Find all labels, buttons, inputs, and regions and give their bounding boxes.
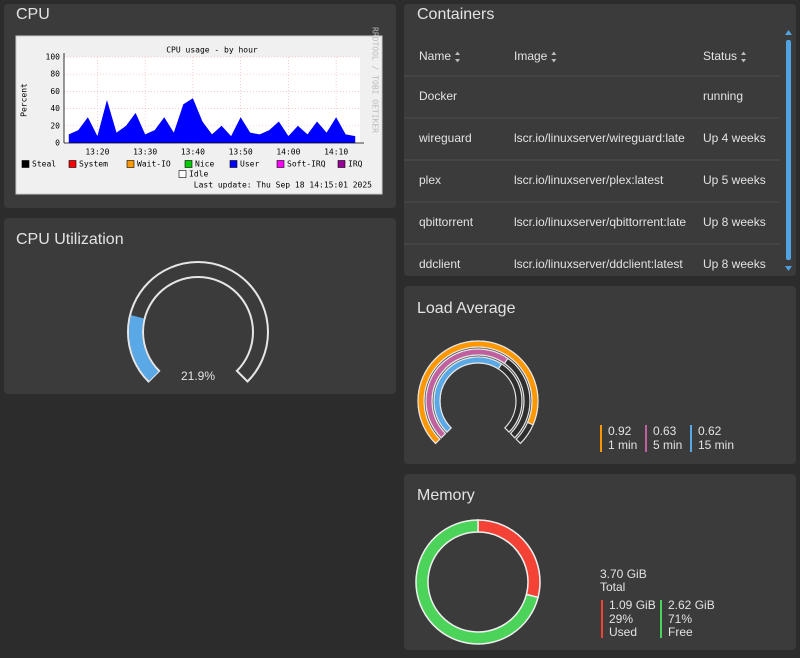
legend-swatch: [184, 160, 193, 168]
memory-card: [404, 474, 796, 650]
legend-swatch: [276, 160, 285, 168]
table-cell: ddclient: [419, 257, 461, 271]
legend-swatch: [126, 160, 135, 168]
y-tick-label: 60: [50, 87, 60, 96]
sort-icon[interactable]: [741, 51, 747, 63]
gauge-value: [129, 315, 159, 381]
legend-swatch: [68, 160, 77, 168]
memory-label: Free: [668, 625, 693, 639]
donut-segment: [415, 519, 539, 645]
load-label: 1 min: [608, 438, 637, 452]
legend-swatch: [178, 170, 187, 178]
card-title: CPU Utilization: [16, 231, 124, 248]
table-cell: lscr.io/linuxserver/wireguard:late: [514, 131, 685, 145]
load-label: 15 min: [698, 438, 734, 452]
legend-bar: [601, 600, 603, 638]
table-cell: lscr.io/linuxserver/plex:latest: [514, 173, 664, 187]
side-label: RRDTOOL / TOBI OETIKER: [371, 27, 380, 133]
memory-amount: 2.62 GiB: [668, 598, 715, 612]
x-tick-label: 14:00: [276, 148, 300, 157]
column-header[interactable]: Name: [419, 49, 451, 63]
table-cell: plex: [419, 173, 441, 187]
memory-percent: 29%: [609, 612, 633, 626]
x-tick-label: 14:10: [324, 148, 348, 157]
y-tick-label: 80: [50, 70, 60, 79]
card-title: Load Average: [417, 300, 516, 317]
legend-bar: [660, 600, 662, 638]
legend-label: Idle: [189, 170, 208, 179]
gauge-label: 21.9%: [181, 369, 215, 383]
sort-icon[interactable]: [455, 51, 461, 63]
chart-title: CPU usage - by hour: [166, 46, 258, 55]
memory-percent: 71%: [668, 612, 692, 626]
column-header[interactable]: Image: [514, 49, 548, 63]
card-title: Containers: [417, 6, 494, 23]
legend-bar: [600, 425, 602, 452]
containers-card: [404, 4, 796, 276]
table-cell: lscr.io/linuxserver/qbittorrent:late: [514, 215, 686, 229]
load-value: 0.62: [698, 424, 722, 438]
legend-swatch: [337, 160, 346, 168]
legend-bar: [690, 425, 692, 452]
y-tick-label: 20: [50, 121, 60, 130]
area: [68, 98, 356, 143]
x-tick-label: 13:40: [181, 148, 205, 157]
table-cell: Docker: [419, 89, 457, 103]
sort-icon[interactable]: [551, 51, 557, 63]
table-cell: qbittorrent: [419, 215, 474, 229]
ring-value: [425, 348, 509, 439]
card-title: CPU: [16, 6, 50, 23]
load-value: 0.63: [653, 424, 677, 438]
table-cell: Up 8 weeks: [703, 215, 766, 229]
load-value: 0.92: [608, 424, 632, 438]
table-cell: Up 4 weeks: [703, 131, 766, 145]
load-average-card: [404, 286, 796, 464]
x-tick-label: 13:20: [85, 148, 109, 157]
y-tick-label: 40: [50, 104, 60, 113]
x-tick-label: 13:50: [229, 148, 253, 157]
memory-total-label: Total: [600, 580, 625, 594]
scrollbar[interactable]: [786, 40, 791, 260]
y-tick-label: 100: [46, 53, 61, 62]
table-cell: lscr.io/linuxserver/ddclient:latest: [514, 257, 683, 271]
memory-label: Used: [609, 625, 637, 639]
legend-swatch: [21, 160, 30, 168]
cpu-utilization-card: [4, 218, 396, 394]
legend-label: Steal: [32, 160, 56, 169]
legend-label: Wait-IO: [137, 160, 171, 169]
load-label: 5 min: [653, 438, 682, 452]
card-title: Memory: [417, 487, 475, 504]
table-cell: running: [703, 89, 743, 103]
legend-label: System: [79, 160, 108, 169]
x-tick-label: 13:30: [133, 148, 157, 157]
memory-total: 3.70 GiB: [600, 567, 647, 581]
table-cell: wireguard: [418, 131, 472, 145]
ring-value: [417, 340, 539, 445]
containers-table: Name Image Status Docker running wireguard lsc…: [404, 49, 780, 271]
table-cell: Up 5 weeks: [703, 173, 766, 187]
y-axis-label: Percent: [20, 83, 29, 117]
legend-label: IRQ: [348, 160, 363, 169]
last-update: Last update: Thu Sep 18 14:15:01 2025: [194, 181, 372, 190]
table-cell: Up 8 weeks: [703, 257, 766, 271]
y-tick-label: 0: [55, 139, 60, 148]
memory-amount: 1.09 GiB: [609, 598, 656, 612]
legend-label: User: [240, 160, 259, 169]
legend-bar: [645, 425, 647, 452]
legend-label: Nice: [195, 160, 214, 169]
column-header[interactable]: Status: [703, 49, 737, 63]
legend-label: Soft-IRQ: [287, 160, 326, 169]
legend-swatch: [229, 160, 238, 168]
ring-value: [433, 356, 503, 433]
